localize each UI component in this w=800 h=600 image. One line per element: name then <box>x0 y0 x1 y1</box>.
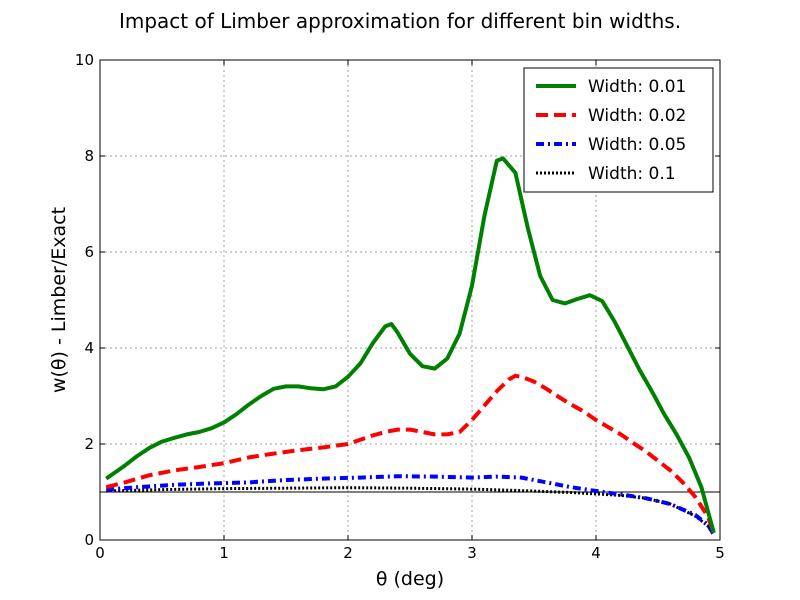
series-layer <box>100 156 720 537</box>
legend: Width: 0.01 Width: 0.02 Width: 0.05 Width: … <box>523 67 714 193</box>
y-tick-label: 4 <box>84 339 94 357</box>
y-tick-label: 2 <box>84 435 94 453</box>
x-tick-label: 1 <box>219 544 229 562</box>
x-tick-label: 4 <box>591 544 601 562</box>
x-tick-label: 0 <box>95 544 105 562</box>
x-tick-label: 2 <box>343 544 353 562</box>
legend-label: Width: 0.02 <box>588 106 686 126</box>
series-line <box>105 373 716 534</box>
series-line <box>106 486 716 537</box>
legend-label: Width: 0.1 <box>588 164 676 184</box>
x-tick-label: 5 <box>715 544 725 562</box>
y-tick-label: 6 <box>84 243 94 261</box>
x-axis-label: θ (deg) <box>376 568 444 590</box>
axis-ticks: 0 1 2 3 4 5 0 2 4 6 8 10 <box>75 51 725 562</box>
y-tick-label: 0 <box>84 531 94 549</box>
y-tick-label: 10 <box>75 51 94 69</box>
legend-label: Width: 0.05 <box>588 135 686 155</box>
series-line <box>105 156 716 534</box>
legend-label: Width: 0.01 <box>588 77 686 97</box>
plot-frame <box>99 59 721 541</box>
legend-box <box>523 67 714 193</box>
series-line <box>106 474 716 536</box>
y-axis-label: w(θ) - Limber/Exact <box>48 207 70 393</box>
chart-title: Impact of Limber approximation for diffe… <box>119 9 681 33</box>
x-tick-label: 3 <box>467 544 477 562</box>
y-tick-label: 8 <box>84 147 94 165</box>
